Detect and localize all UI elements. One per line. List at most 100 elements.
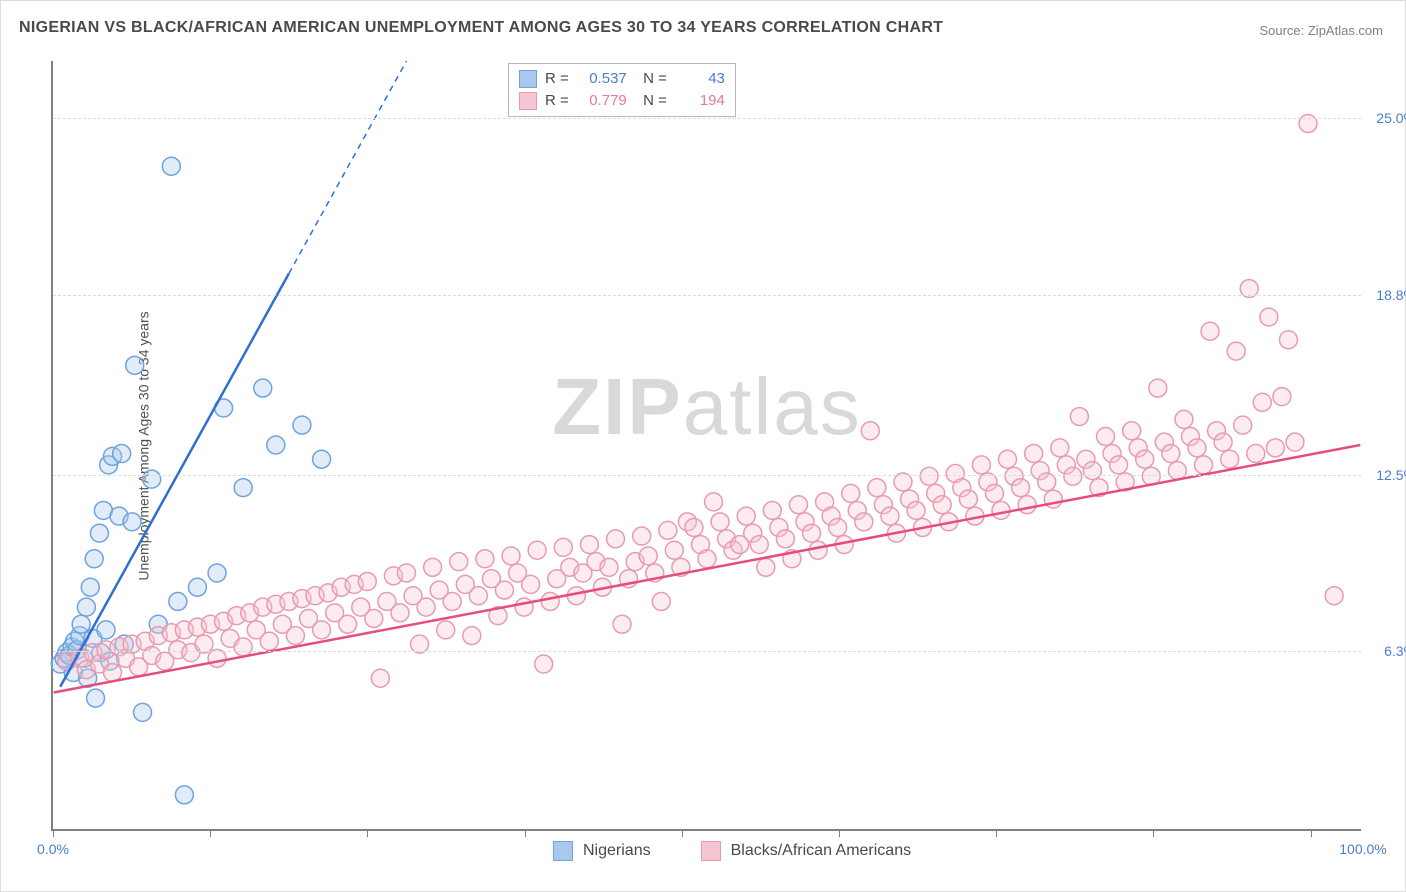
- point-blacks: [1162, 445, 1180, 463]
- point-blacks: [861, 422, 879, 440]
- point-blacks: [1110, 456, 1128, 474]
- point-blacks: [1221, 450, 1239, 468]
- point-blacks: [313, 621, 331, 639]
- point-blacks: [1325, 587, 1343, 605]
- point-blacks: [417, 598, 435, 616]
- point-blacks: [881, 507, 899, 525]
- x-tick-label: 100.0%: [1339, 841, 1386, 857]
- point-nigerians: [234, 479, 252, 497]
- point-blacks: [1266, 439, 1284, 457]
- y-tick-label: 25.0%: [1376, 110, 1406, 126]
- point-blacks: [469, 587, 487, 605]
- point-blacks: [443, 592, 461, 610]
- point-blacks: [652, 592, 670, 610]
- point-blacks: [1188, 439, 1206, 457]
- point-nigerians: [87, 689, 105, 707]
- point-blacks: [398, 564, 416, 582]
- x-tick: [53, 829, 54, 837]
- point-blacks: [920, 467, 938, 485]
- point-blacks: [476, 550, 494, 568]
- point-blacks: [1168, 462, 1186, 480]
- point-blacks: [1025, 445, 1043, 463]
- x-tick: [1153, 829, 1154, 837]
- source-prefix: Source:: [1259, 23, 1307, 38]
- chart-container: NIGERIAN VS BLACK/AFRICAN AMERICAN UNEMP…: [0, 0, 1406, 892]
- point-blacks: [1064, 467, 1082, 485]
- point-blacks: [639, 547, 657, 565]
- legend-swatch-nigerians: [553, 841, 573, 861]
- point-blacks: [907, 501, 925, 519]
- point-blacks: [424, 558, 442, 576]
- gridline: [53, 118, 1361, 119]
- point-nigerians: [143, 470, 161, 488]
- point-blacks: [1083, 462, 1101, 480]
- point-blacks: [757, 558, 775, 576]
- legend-swatch-blacks: [519, 92, 537, 110]
- x-tick: [1311, 829, 1312, 837]
- point-blacks: [260, 632, 278, 650]
- gridline: [53, 475, 1361, 476]
- n-label: N =: [635, 90, 667, 112]
- point-blacks: [894, 473, 912, 491]
- point-blacks: [535, 655, 553, 673]
- chart-svg: [53, 61, 1361, 829]
- point-blacks: [234, 638, 252, 656]
- source-name: ZipAtlas.com: [1308, 23, 1383, 38]
- point-nigerians: [85, 550, 103, 568]
- point-blacks: [1214, 433, 1232, 451]
- point-blacks: [1012, 479, 1030, 497]
- point-blacks: [959, 490, 977, 508]
- point-nigerians: [126, 356, 144, 374]
- x-tick: [210, 829, 211, 837]
- point-blacks: [365, 610, 383, 628]
- point-blacks: [1247, 445, 1265, 463]
- point-blacks: [450, 553, 468, 571]
- point-blacks: [1195, 456, 1213, 474]
- point-blacks: [776, 530, 794, 548]
- point-blacks: [1260, 308, 1278, 326]
- point-blacks: [391, 604, 409, 622]
- point-blacks: [1136, 450, 1154, 468]
- trendline-nigerians-dashed: [289, 61, 407, 274]
- r-value-2: 0.779: [577, 90, 627, 112]
- point-blacks: [992, 501, 1010, 519]
- point-blacks: [502, 547, 520, 565]
- point-blacks: [600, 558, 618, 576]
- point-nigerians: [293, 416, 311, 434]
- point-blacks: [339, 615, 357, 633]
- point-nigerians: [162, 157, 180, 175]
- point-nigerians: [208, 564, 226, 582]
- point-blacks: [1123, 422, 1141, 440]
- point-blacks: [541, 592, 559, 610]
- point-blacks: [633, 527, 651, 545]
- point-blacks: [1201, 322, 1219, 340]
- r-label: R =: [545, 68, 569, 90]
- point-blacks: [1234, 416, 1252, 434]
- point-blacks: [1175, 410, 1193, 428]
- point-blacks: [665, 541, 683, 559]
- y-tick-label: 6.3%: [1384, 643, 1406, 659]
- y-tick-label: 18.8%: [1376, 287, 1406, 303]
- point-blacks: [528, 541, 546, 559]
- point-blacks: [1149, 379, 1167, 397]
- point-blacks: [829, 519, 847, 537]
- point-blacks: [750, 536, 768, 554]
- point-blacks: [463, 627, 481, 645]
- point-blacks: [933, 496, 951, 514]
- point-nigerians: [175, 786, 193, 804]
- point-blacks: [809, 541, 827, 559]
- plot-area: ZIPatlas 6.3%12.5%18.8%25.0%0.0%100.0% R…: [51, 61, 1361, 831]
- legend-stats: R = 0.537 N = 43 R = 0.779 N = 194: [508, 63, 736, 117]
- point-nigerians: [134, 703, 152, 721]
- point-blacks: [286, 627, 304, 645]
- point-nigerians: [81, 578, 99, 596]
- point-blacks: [855, 513, 873, 531]
- x-tick: [525, 829, 526, 837]
- legend-swatch-nigerians: [519, 70, 537, 88]
- point-blacks: [371, 669, 389, 687]
- point-blacks: [763, 501, 781, 519]
- point-blacks: [803, 524, 821, 542]
- gridline: [53, 295, 1361, 296]
- point-nigerians: [97, 621, 115, 639]
- x-tick: [367, 829, 368, 837]
